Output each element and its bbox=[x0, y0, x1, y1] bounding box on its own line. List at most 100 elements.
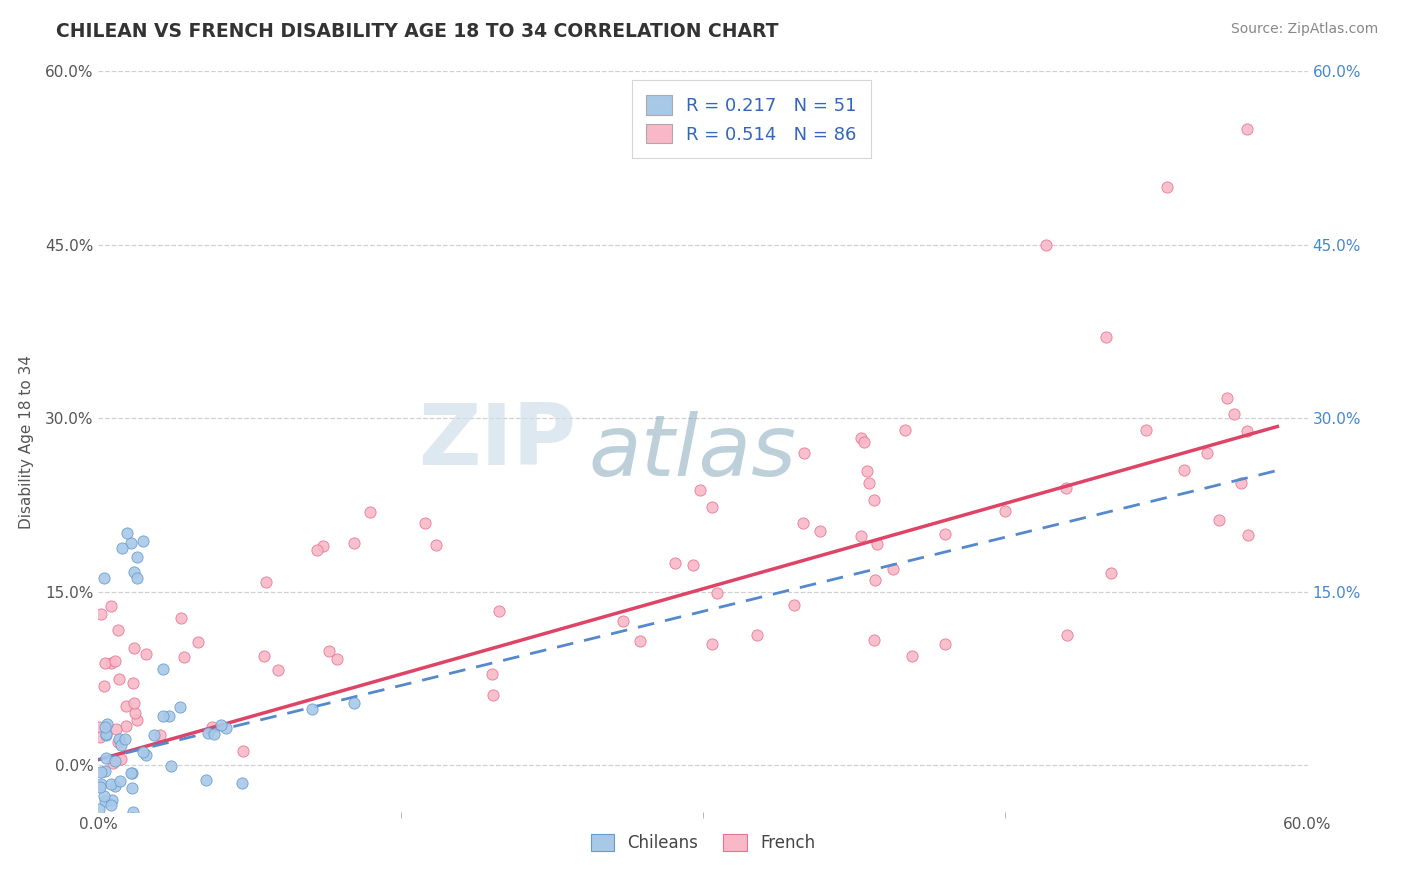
Point bbox=[994, 504, 1017, 518]
Point bbox=[93, 764, 115, 778]
Point bbox=[863, 492, 886, 507]
Point bbox=[359, 505, 381, 519]
Point bbox=[108, 773, 131, 788]
Point bbox=[94, 720, 117, 734]
Point bbox=[96, 717, 118, 731]
Legend: Chileans, French: Chileans, French bbox=[583, 828, 823, 859]
Point bbox=[267, 663, 290, 677]
Point bbox=[231, 776, 253, 790]
Point bbox=[307, 543, 329, 558]
Point bbox=[865, 573, 887, 587]
Point bbox=[700, 637, 723, 651]
Point bbox=[93, 794, 115, 808]
Point bbox=[90, 764, 112, 779]
Point bbox=[745, 628, 768, 642]
Point bbox=[135, 748, 157, 763]
Point bbox=[111, 541, 134, 556]
Point bbox=[104, 779, 127, 793]
Point bbox=[689, 483, 711, 497]
Point bbox=[488, 604, 510, 618]
Point bbox=[187, 635, 209, 649]
Point bbox=[934, 637, 956, 651]
Point bbox=[202, 727, 225, 741]
Point bbox=[1095, 330, 1118, 344]
Point bbox=[232, 744, 254, 758]
Point bbox=[105, 722, 128, 736]
Point bbox=[122, 675, 145, 690]
Point bbox=[173, 649, 195, 664]
Point bbox=[1208, 513, 1230, 527]
Point bbox=[89, 780, 111, 794]
Point bbox=[93, 679, 115, 693]
Point bbox=[94, 751, 117, 765]
Point bbox=[108, 731, 131, 746]
Point bbox=[107, 623, 129, 637]
Point bbox=[152, 709, 174, 723]
Point bbox=[214, 721, 236, 735]
Point bbox=[326, 652, 349, 666]
Point bbox=[793, 446, 815, 460]
Point bbox=[197, 725, 219, 739]
Point bbox=[482, 688, 505, 702]
Point bbox=[93, 789, 115, 803]
Point bbox=[201, 720, 224, 734]
Point bbox=[783, 598, 806, 612]
Point bbox=[195, 772, 218, 787]
Point bbox=[858, 475, 880, 490]
Point bbox=[89, 730, 111, 744]
Point bbox=[104, 654, 127, 668]
Point bbox=[865, 537, 887, 551]
Point bbox=[1222, 407, 1244, 421]
Y-axis label: Disability Age 18 to 34: Disability Age 18 to 34 bbox=[18, 354, 34, 529]
Point bbox=[94, 656, 117, 670]
Point bbox=[1236, 424, 1258, 438]
Point bbox=[96, 727, 118, 741]
Point bbox=[160, 758, 183, 772]
Point bbox=[110, 752, 132, 766]
Point bbox=[100, 656, 122, 670]
Point bbox=[425, 538, 447, 552]
Point bbox=[114, 814, 136, 828]
Point bbox=[318, 644, 340, 658]
Text: CHILEAN VS FRENCH DISABILITY AGE 18 TO 34 CORRELATION CHART: CHILEAN VS FRENCH DISABILITY AGE 18 TO 3… bbox=[56, 22, 779, 41]
Point bbox=[143, 728, 166, 742]
Point bbox=[301, 702, 323, 716]
Point bbox=[170, 611, 193, 625]
Point bbox=[1195, 446, 1218, 460]
Point bbox=[132, 534, 155, 549]
Point bbox=[312, 539, 335, 553]
Point bbox=[100, 797, 122, 812]
Point bbox=[100, 599, 122, 613]
Point bbox=[1216, 391, 1239, 405]
Point bbox=[343, 535, 366, 549]
Point bbox=[1236, 122, 1258, 136]
Point bbox=[121, 780, 143, 795]
Point bbox=[124, 640, 146, 655]
Point bbox=[127, 714, 149, 728]
Point bbox=[254, 575, 277, 590]
Point bbox=[481, 667, 503, 681]
Point bbox=[253, 648, 276, 663]
Point bbox=[1099, 566, 1122, 580]
Text: atlas: atlas bbox=[588, 411, 796, 494]
Point bbox=[628, 634, 651, 648]
Point bbox=[121, 805, 143, 820]
Point bbox=[893, 423, 915, 437]
Point bbox=[1173, 463, 1195, 477]
Point bbox=[121, 766, 143, 780]
Point bbox=[120, 536, 142, 550]
Point bbox=[664, 556, 686, 570]
Point bbox=[1156, 180, 1178, 194]
Text: ZIP: ZIP bbox=[419, 400, 576, 483]
Point bbox=[209, 717, 232, 731]
Point bbox=[863, 632, 886, 647]
Point bbox=[87, 720, 110, 734]
Point bbox=[1035, 238, 1057, 252]
Point bbox=[122, 696, 145, 710]
Point bbox=[882, 562, 904, 576]
Point bbox=[808, 524, 831, 539]
Point bbox=[682, 558, 704, 572]
Point bbox=[94, 728, 117, 742]
Point bbox=[104, 754, 127, 768]
Point bbox=[110, 738, 132, 752]
